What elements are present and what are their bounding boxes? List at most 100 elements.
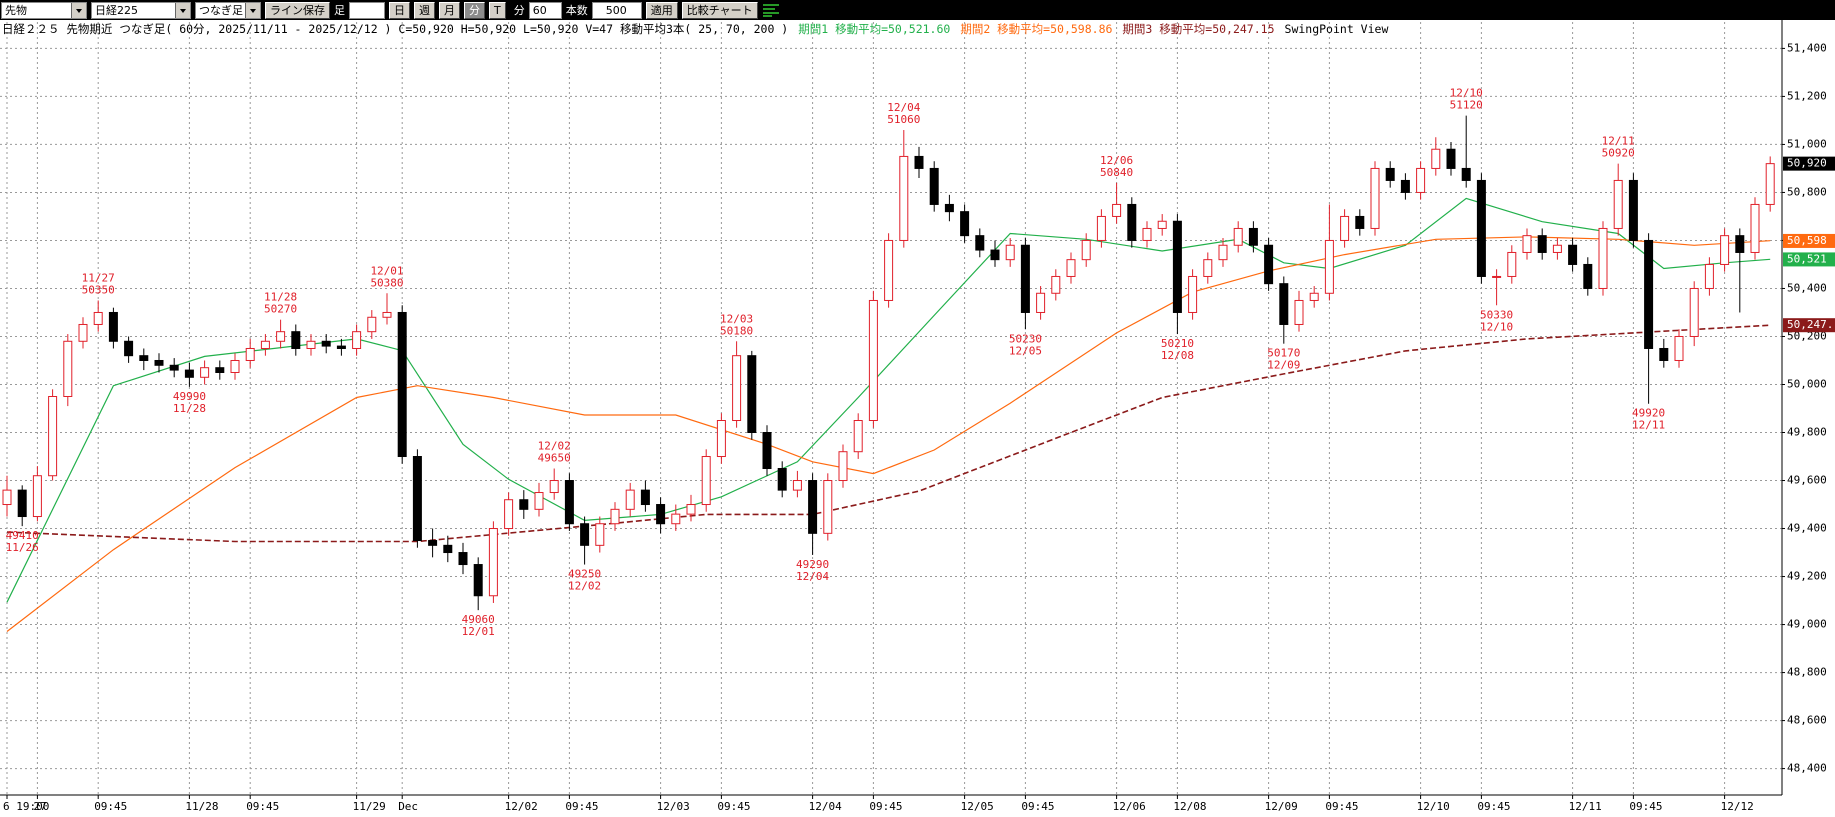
candle-body — [1142, 227, 1152, 241]
candle-body — [1385, 167, 1395, 181]
swing-date: 12/04 — [796, 570, 829, 583]
y-tick-label: 49,000 — [1787, 618, 1827, 631]
swing-value: 50330 — [1480, 308, 1513, 321]
candle-body — [1674, 335, 1684, 361]
candle-body — [412, 456, 422, 542]
period-button[interactable]: 週 — [414, 1, 435, 19]
period-button[interactable]: 分 — [464, 1, 485, 19]
candle-body — [184, 369, 194, 378]
candle-body — [823, 480, 833, 534]
y-tick-label: 51,200 — [1787, 89, 1827, 102]
candle-body — [792, 480, 802, 491]
save-button[interactable]: ライン保存 — [265, 1, 330, 19]
interval-input[interactable]: 60 — [528, 1, 562, 19]
candle-body — [610, 508, 620, 525]
swing-value: 50170 — [1267, 347, 1300, 360]
candle-body — [1355, 215, 1365, 229]
candle-body — [63, 340, 73, 397]
x-tick-label: 12/04 — [809, 800, 842, 813]
candle-body — [154, 359, 164, 366]
price-tag — [1783, 233, 1835, 248]
price-tag-label: 50,521 — [1787, 252, 1827, 265]
candle-body — [1476, 179, 1486, 277]
candle-body — [732, 355, 742, 422]
candle-body — [1203, 259, 1213, 277]
candle-body — [1081, 239, 1091, 261]
bar-label: 足 — [334, 4, 345, 17]
candle-body — [1218, 244, 1228, 261]
swing-date: 12/06 — [1100, 154, 1133, 167]
x-tick-label: 09:45 — [246, 800, 279, 813]
y-tick-label: 51,000 — [1787, 137, 1827, 150]
candle-body — [564, 480, 574, 525]
x-tick-label: 12/09 — [1265, 800, 1298, 813]
x-tick-label: 09:45 — [1325, 800, 1358, 813]
x-tick-label: 6 19:00 — [3, 800, 49, 813]
price-tag-label: 50,920 — [1787, 157, 1827, 170]
candle-body — [1552, 244, 1562, 253]
chart-header: 日経２２５ 先物期近 つなぎ足( 60分, 2025/11/11 - 2025/… — [2, 21, 1398, 37]
candle-body — [108, 311, 118, 342]
candle-body — [686, 504, 696, 515]
candle-body — [1704, 263, 1714, 289]
swing-date: 12/10 — [1480, 320, 1513, 333]
chart-subtitle: SwingPoint View — [1284, 22, 1389, 36]
x-tick-label: 09:45 — [565, 800, 598, 813]
swing-value: 51120 — [1450, 99, 1483, 112]
y-tick-label: 50,400 — [1787, 281, 1827, 294]
candle-body — [808, 480, 818, 534]
x-tick-label: 27 — [33, 800, 46, 813]
y-tick-label: 50,000 — [1787, 377, 1827, 390]
candle-body — [1583, 263, 1593, 289]
legend-entry: 期間1 移動平均=50,521.60 — [798, 22, 951, 36]
candle-body — [868, 299, 878, 422]
x-tick-label: 12/11 — [1569, 800, 1602, 813]
swing-date: 11/26 — [6, 541, 39, 554]
candle-body — [291, 331, 301, 349]
swing-date: 11/28 — [173, 402, 206, 415]
moving-average-line — [6, 197, 1771, 603]
menu-icon[interactable] — [762, 3, 780, 17]
swing-value: 51060 — [887, 113, 920, 126]
period-button[interactable]: 日 — [389, 1, 410, 19]
apply-button[interactable]: 適用 — [645, 1, 678, 19]
candle-body — [1036, 292, 1046, 313]
candle-body — [139, 355, 149, 361]
swing-date: 12/04 — [887, 101, 920, 114]
candle-body — [397, 311, 407, 458]
swing-date: 12/11 — [1632, 419, 1665, 432]
candle-body — [1309, 292, 1319, 301]
chart-kind-select[interactable]: つなぎ足 — [195, 1, 261, 19]
symbol-select[interactable]: 日経225 — [91, 1, 191, 19]
candle-body — [1051, 275, 1061, 294]
period-button[interactable]: 月 — [439, 1, 460, 19]
candle-body — [169, 364, 179, 371]
candle-body — [625, 489, 635, 510]
candle-body — [990, 249, 1000, 261]
candle-body — [306, 340, 316, 349]
market-select[interactable]: 先物 — [1, 1, 87, 19]
candle-body — [1522, 235, 1532, 253]
candle-body — [17, 489, 27, 518]
count-label: 本数 — [565, 4, 588, 17]
candle-body — [929, 167, 939, 205]
candle-body — [1157, 220, 1167, 229]
compare-button[interactable]: 比較チャート — [681, 1, 758, 19]
candle-body — [1233, 227, 1243, 246]
candle-body — [747, 355, 757, 434]
candle-body — [1750, 203, 1760, 253]
candle-body — [488, 528, 498, 597]
period-button[interactable]: T — [489, 1, 506, 19]
swing-value: 50270 — [264, 303, 297, 316]
count-input[interactable]: 500 — [591, 1, 642, 19]
candle-body — [1461, 167, 1471, 181]
price-tag — [1783, 318, 1835, 333]
x-tick-label: 12/12 — [1721, 800, 1754, 813]
bar-input[interactable] — [349, 1, 385, 19]
candle-body — [321, 340, 331, 347]
candle-body — [2, 489, 12, 506]
swing-value: 49250 — [568, 568, 601, 581]
candle-body — [1400, 179, 1410, 193]
moving-average-line — [6, 324, 1771, 543]
x-tick-label: 09:45 — [869, 800, 902, 813]
